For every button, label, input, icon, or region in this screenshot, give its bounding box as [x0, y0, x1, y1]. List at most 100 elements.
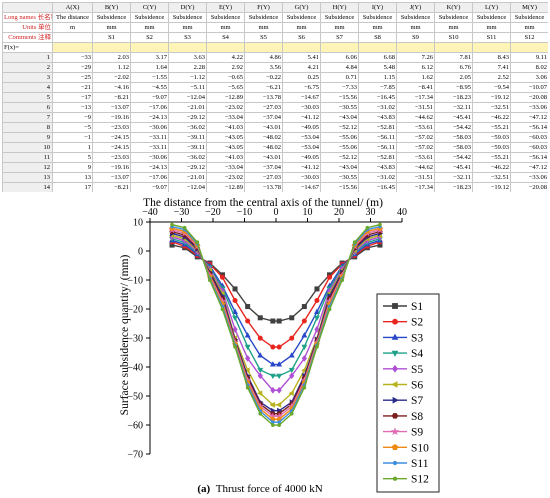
- formula-cell[interactable]: [92, 42, 131, 53]
- data-cell[interactable]: −9.07: [130, 92, 169, 103]
- data-cell[interactable]: −19.16: [92, 112, 131, 123]
- data-cell[interactable]: 4.22: [206, 52, 245, 63]
- data-cell[interactable]: −43.01: [244, 122, 283, 133]
- column-header[interactable]: I(Y): [358, 2, 397, 13]
- data-cell[interactable]: −1.12: [168, 72, 207, 83]
- row-number[interactable]: 5: [2, 92, 53, 103]
- data-cell[interactable]: −16.45: [358, 182, 397, 192]
- row-number[interactable]: 12: [2, 162, 53, 173]
- data-cell[interactable]: −44.62: [396, 162, 435, 173]
- row-number[interactable]: 4: [2, 82, 53, 93]
- data-cell[interactable]: −16.45: [358, 92, 397, 103]
- data-cell[interactable]: −19.12: [472, 182, 511, 192]
- data-cell[interactable]: −5: [52, 122, 93, 133]
- data-cell[interactable]: −31.02: [358, 102, 397, 113]
- data-cell[interactable]: −47.12: [510, 162, 548, 173]
- data-cell[interactable]: 4.86: [244, 52, 283, 63]
- data-cell[interactable]: −31.51: [396, 102, 435, 113]
- data-cell[interactable]: −47.12: [510, 112, 548, 123]
- data-cell[interactable]: −8.21: [92, 182, 131, 192]
- column-header[interactable]: J(Y): [396, 2, 435, 13]
- data-cell[interactable]: −46.22: [472, 162, 511, 173]
- data-cell[interactable]: −7.33: [320, 82, 359, 93]
- data-cell[interactable]: 2.92: [206, 62, 245, 73]
- data-cell[interactable]: −33.11: [130, 132, 169, 143]
- data-cell[interactable]: −21: [52, 82, 93, 93]
- data-cell[interactable]: −13.07: [92, 172, 131, 183]
- data-cell[interactable]: −8.41: [396, 82, 435, 93]
- data-cell[interactable]: −14.67: [282, 92, 321, 103]
- data-cell[interactable]: 1.12: [92, 62, 131, 73]
- meta-cell[interactable]: mm: [282, 22, 321, 33]
- data-cell[interactable]: −59.03: [472, 132, 511, 143]
- data-cell[interactable]: −24.13: [130, 162, 169, 173]
- column-header[interactable]: C(Y): [130, 2, 169, 13]
- meta-cell[interactable]: m: [52, 22, 93, 33]
- data-cell[interactable]: −9.07: [130, 182, 169, 192]
- data-cell[interactable]: 4.84: [320, 62, 359, 73]
- data-cell[interactable]: −12.04: [168, 182, 207, 192]
- data-cell[interactable]: 6.68: [358, 52, 397, 63]
- meta-cell[interactable]: Subsidence: [472, 12, 511, 23]
- data-cell[interactable]: −52.12: [320, 122, 359, 133]
- data-cell[interactable]: −53.61: [396, 122, 435, 133]
- data-cell[interactable]: −41.03: [206, 152, 245, 163]
- data-cell[interactable]: 3.56: [244, 62, 283, 73]
- meta-cell[interactable]: S7: [320, 32, 359, 43]
- data-cell[interactable]: −13: [52, 102, 93, 113]
- meta-cell[interactable]: S2: [130, 32, 169, 43]
- data-cell[interactable]: −13.07: [92, 102, 131, 113]
- data-cell[interactable]: −6.75: [282, 82, 321, 93]
- data-cell[interactable]: −9.54: [472, 82, 511, 93]
- meta-cell[interactable]: mm: [510, 22, 548, 33]
- data-cell[interactable]: −33.04: [206, 162, 245, 173]
- formula-cell[interactable]: [206, 42, 245, 53]
- data-cell[interactable]: −17: [52, 92, 93, 103]
- data-cell[interactable]: −45.41: [434, 112, 473, 123]
- row-number[interactable]: 8: [2, 122, 53, 133]
- data-cell[interactable]: −23.03: [92, 122, 131, 133]
- data-cell[interactable]: −55.06: [320, 132, 359, 143]
- corner-cell[interactable]: [2, 2, 53, 13]
- data-cell[interactable]: −57.02: [396, 142, 435, 153]
- data-cell[interactable]: −39.11: [168, 132, 207, 143]
- data-cell[interactable]: −30.55: [320, 102, 359, 113]
- row-number[interactable]: 7: [2, 112, 53, 123]
- meta-cell[interactable]: Subsidence: [320, 12, 359, 23]
- column-header[interactable]: E(Y): [206, 2, 245, 13]
- data-cell[interactable]: −24.13: [130, 112, 169, 123]
- formula-cell[interactable]: [472, 42, 511, 53]
- meta-cell[interactable]: S9: [396, 32, 435, 43]
- data-cell[interactable]: 8.43: [472, 52, 511, 63]
- meta-row-label[interactable]: Units 单位: [2, 22, 53, 33]
- meta-cell[interactable]: Subsidence: [130, 12, 169, 23]
- data-cell[interactable]: −53.04: [282, 132, 321, 143]
- row-number[interactable]: 3: [2, 72, 53, 83]
- row-number[interactable]: 2: [2, 62, 53, 73]
- data-cell[interactable]: −43.04: [320, 162, 359, 173]
- formula-cell[interactable]: [168, 42, 207, 53]
- meta-cell[interactable]: mm: [434, 22, 473, 33]
- data-cell[interactable]: −43.01: [244, 152, 283, 163]
- formula-cell[interactable]: [510, 42, 548, 53]
- data-cell[interactable]: −8.21: [92, 92, 131, 103]
- data-cell[interactable]: −36.02: [168, 152, 207, 163]
- data-cell[interactable]: −7.85: [358, 82, 397, 93]
- data-cell[interactable]: −49.05: [282, 122, 321, 133]
- data-cell[interactable]: −45.41: [434, 162, 473, 173]
- data-cell[interactable]: −8.95: [434, 82, 473, 93]
- meta-cell[interactable]: Subsidence: [396, 12, 435, 23]
- data-cell[interactable]: −49.05: [282, 152, 321, 163]
- data-cell[interactable]: −44.62: [396, 112, 435, 123]
- data-cell[interactable]: 0.71: [320, 72, 359, 83]
- meta-cell[interactable]: S4: [206, 32, 245, 43]
- formula-cell[interactable]: [130, 42, 169, 53]
- data-cell[interactable]: 2.05: [434, 72, 473, 83]
- formula-cell[interactable]: [396, 42, 435, 53]
- formula-cell[interactable]: [244, 42, 283, 53]
- meta-cell[interactable]: The distance: [52, 12, 93, 23]
- data-cell[interactable]: −30.55: [320, 172, 359, 183]
- data-cell[interactable]: −60.03: [510, 132, 548, 143]
- row-number[interactable]: 14: [2, 182, 53, 192]
- data-cell[interactable]: −33.04: [206, 112, 245, 123]
